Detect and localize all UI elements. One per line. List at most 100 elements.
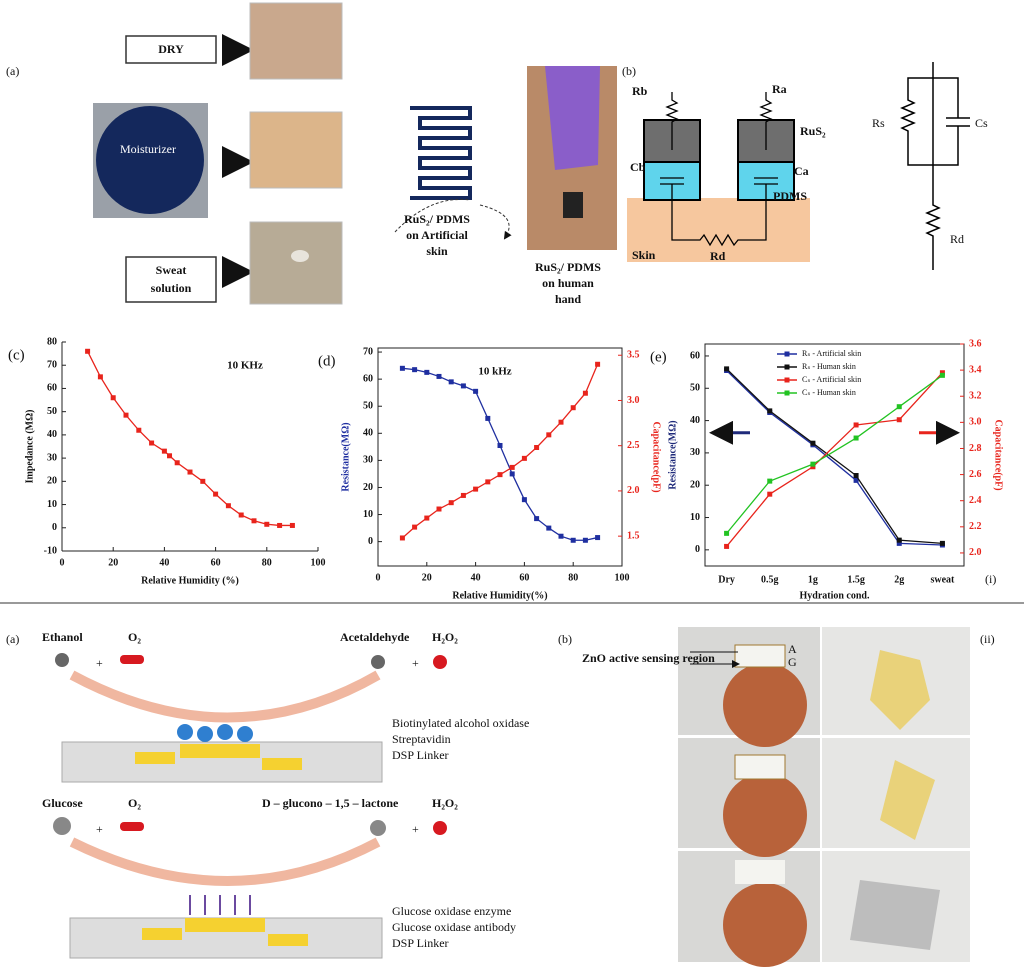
panel-label: (e)	[650, 349, 667, 365]
series-line	[726, 370, 943, 546]
y2-tick-label: 3.0	[969, 417, 982, 428]
point	[939, 370, 945, 376]
photo	[249, 111, 343, 189]
point	[149, 440, 155, 446]
reaction-arrow	[69, 670, 381, 723]
point	[582, 537, 588, 543]
electrode	[185, 918, 265, 932]
y-tick-label: 30	[363, 455, 373, 466]
electrode	[410, 106, 472, 200]
point	[896, 537, 902, 543]
molecule	[53, 817, 71, 835]
point	[767, 491, 773, 497]
x-tick-label: 20	[108, 557, 118, 568]
molecule	[120, 655, 144, 664]
plot-frame	[704, 343, 965, 567]
y2-tick-label: 1.5	[627, 530, 640, 541]
point	[485, 479, 491, 485]
point	[213, 491, 219, 497]
point	[853, 477, 859, 483]
y-tick-label: 20	[47, 476, 57, 487]
point	[558, 419, 564, 425]
point	[167, 453, 173, 459]
x-tick-label: 80	[262, 557, 272, 568]
y-tick-label: 10	[690, 512, 700, 523]
y-tick-label: 50	[690, 383, 700, 394]
point	[251, 518, 257, 524]
legend-text: DSP Linker	[392, 748, 449, 762]
x-tick-label: 100	[311, 557, 326, 568]
point	[399, 365, 405, 371]
point	[277, 522, 283, 528]
caption: RuS₂/ PDMS	[404, 212, 470, 226]
y2-tick-label: 3.6	[969, 338, 982, 349]
plot-frame	[377, 347, 623, 567]
y-tick-label: 60	[47, 383, 57, 394]
electrode	[142, 928, 182, 940]
point	[424, 515, 430, 521]
panel-label: (c)	[8, 347, 25, 363]
legend-swatch	[784, 377, 790, 383]
label: G	[788, 655, 797, 669]
molecule	[371, 655, 385, 669]
electrode	[180, 744, 260, 758]
y-axis-label: Resistance(MΩ)	[340, 422, 351, 491]
pointer	[690, 651, 738, 664]
legend-label: Rₛ - Artificial skin	[802, 349, 861, 358]
point	[174, 460, 180, 466]
label: H₂O₂	[432, 630, 458, 644]
point	[509, 471, 515, 477]
caption: on human	[542, 276, 594, 290]
y2-axis-label: Capacitance(pF)	[651, 421, 662, 492]
y-tick-label: 20	[690, 480, 700, 491]
y2-tick-label: 3.4	[969, 364, 982, 375]
electrode	[268, 934, 308, 946]
point	[225, 503, 231, 509]
point	[595, 535, 601, 541]
point	[521, 497, 527, 503]
x-tick-label: 40	[471, 572, 481, 583]
point	[534, 516, 540, 522]
point	[123, 412, 129, 418]
x-tick-label: 1.5g	[847, 574, 865, 585]
series-line	[726, 368, 943, 545]
legend-text: DSP Linker	[392, 936, 449, 950]
panel-label: (d)	[318, 353, 336, 369]
point	[497, 442, 503, 448]
point	[767, 478, 773, 484]
y-tick-label: 50	[363, 401, 373, 412]
point	[473, 486, 479, 492]
x-tick-label: 60	[211, 557, 221, 568]
point	[110, 395, 116, 401]
point	[448, 500, 454, 506]
point	[724, 530, 730, 536]
plus: +	[96, 822, 103, 836]
y2-tick-label: 2.4	[969, 495, 982, 506]
point	[939, 540, 945, 546]
label: DRY	[158, 42, 184, 56]
label: Rb	[632, 84, 648, 98]
point	[939, 372, 945, 378]
electrode	[262, 758, 302, 770]
label: Ca	[794, 164, 809, 178]
glove	[545, 66, 600, 170]
legend-label: Rₛ - Human skin	[802, 362, 856, 371]
circuit	[900, 62, 970, 270]
molecule	[433, 821, 447, 835]
y2-tick-label: 2.6	[969, 469, 982, 480]
y-tick-label: 10	[363, 509, 373, 520]
series-line	[401, 364, 599, 539]
x-tick-label: 20	[422, 572, 432, 583]
y2-tick-label: 3.2	[969, 391, 982, 402]
label: PDMS	[773, 189, 807, 203]
legend-text: Glucose oxidase enzyme	[392, 904, 511, 918]
x-tick-label: 0	[60, 557, 65, 568]
label: Rs	[872, 116, 885, 130]
y-tick-label: 10	[47, 499, 57, 510]
point	[896, 417, 902, 423]
box	[125, 256, 217, 303]
annotation: 10 kHz	[478, 366, 511, 378]
y2-axis-label: Capacitance(pF)	[993, 419, 1004, 490]
point	[264, 521, 270, 527]
